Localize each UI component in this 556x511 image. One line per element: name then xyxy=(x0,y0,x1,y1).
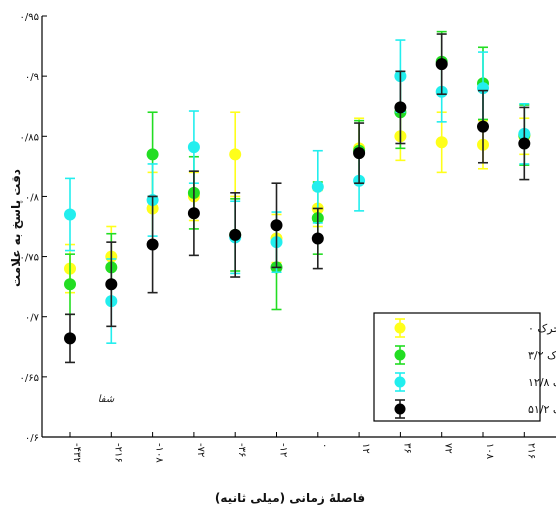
data-point xyxy=(435,33,448,95)
marker xyxy=(435,58,448,71)
data-marks xyxy=(64,30,531,364)
x-tick-label: ۰ xyxy=(319,443,330,448)
x-axis-title: فاصلهٔ زمانی (میلی ثانیه) xyxy=(215,491,365,505)
x-tick-label: ۱۲ xyxy=(360,443,371,454)
y-tick-label: ۰/۸۵ xyxy=(20,132,39,143)
data-point xyxy=(229,111,242,198)
marker xyxy=(435,136,448,149)
x-tick-label: -۲۱۶ xyxy=(112,443,123,463)
marker xyxy=(270,219,283,232)
y-axis-ticks: ۰/۶ ۰/۶۵ ۰/۷ ۰/۷۵ ۰/۸ ۰/۸۵ ۰/۹ ۰/۹۵ xyxy=(20,12,47,444)
marker xyxy=(518,137,531,150)
y-tick-label: ۰/۶۵ xyxy=(20,373,39,384)
y-tick-label: ۰/۷۵ xyxy=(20,253,39,264)
data-point xyxy=(477,89,489,164)
marker xyxy=(64,278,76,291)
marker xyxy=(477,120,489,133)
marker xyxy=(394,101,407,114)
marker xyxy=(353,147,366,160)
y-tick-label: ۰/۹ xyxy=(25,72,39,83)
legend: قدرت محرک ۰ قدرت محرک ۳/۲ قدرت محرک ۱۲/۸ قد… xyxy=(373,312,556,422)
marker xyxy=(229,228,242,241)
marker xyxy=(187,141,200,154)
data-point xyxy=(311,207,324,270)
marker xyxy=(146,148,159,161)
data-point xyxy=(64,177,76,252)
x-axis-ticks: -۴۳۲-۲۱۶-۱۰۸-۷۲-۳۶-۱۲۰۱۲۳۶۷۲۱۰۸۲۱۶۴۳۲ xyxy=(69,432,536,463)
x-tick-label: -۱۲ xyxy=(278,443,289,457)
x-tick-label: -۱۰۸ xyxy=(154,443,165,463)
marker xyxy=(146,238,159,251)
legend-marker xyxy=(394,349,406,361)
marker xyxy=(187,207,200,220)
y-tick-label: ۰/۶ xyxy=(25,433,39,444)
x-tick-label: -۳۶ xyxy=(236,443,247,457)
legend-label: قدرت محرک ۳/۲ xyxy=(528,349,556,362)
marker xyxy=(64,208,76,221)
watermark-logo: شفا xyxy=(98,394,115,405)
data-point xyxy=(518,106,531,181)
y-tick-label: ۰/۹۵ xyxy=(20,12,39,23)
data-point xyxy=(64,253,76,316)
legend-label: قدرت محرک ۰ xyxy=(528,322,556,335)
y-axis-title: دقت پاسخ به علامت xyxy=(9,169,23,287)
x-tick-label: ۱۰۸ xyxy=(484,443,495,460)
chart-axes xyxy=(41,16,556,438)
legend-label: قدرت محرک ۵۱/۲ xyxy=(528,403,556,416)
x-tick-label: -۷۲ xyxy=(195,443,206,457)
data-point xyxy=(105,241,118,328)
data-point xyxy=(64,313,76,364)
legend-label: قدرت محرک ۱۲/۸ xyxy=(528,376,556,389)
data-point xyxy=(229,192,242,278)
y-tick-label: ۰/۸ xyxy=(25,192,40,203)
legend-marker xyxy=(394,376,406,388)
data-point xyxy=(270,182,283,269)
x-tick-label: -۴۳۲ xyxy=(71,443,82,463)
marker xyxy=(229,148,242,161)
x-tick-label: ۲۱۶ xyxy=(525,443,536,459)
marker xyxy=(105,278,118,291)
marker xyxy=(311,180,324,193)
x-tick-label: ۷۲ xyxy=(443,443,454,454)
data-point xyxy=(394,70,407,145)
data-point xyxy=(187,170,200,257)
data-point xyxy=(353,122,366,184)
legend-marker xyxy=(394,403,406,415)
marker xyxy=(311,232,324,245)
x-tick-label: ۳۶ xyxy=(401,443,412,454)
y-tick-label: ۰/۷ xyxy=(25,313,40,324)
marker xyxy=(64,332,76,345)
data-point xyxy=(146,195,159,294)
legend-marker xyxy=(394,322,406,334)
